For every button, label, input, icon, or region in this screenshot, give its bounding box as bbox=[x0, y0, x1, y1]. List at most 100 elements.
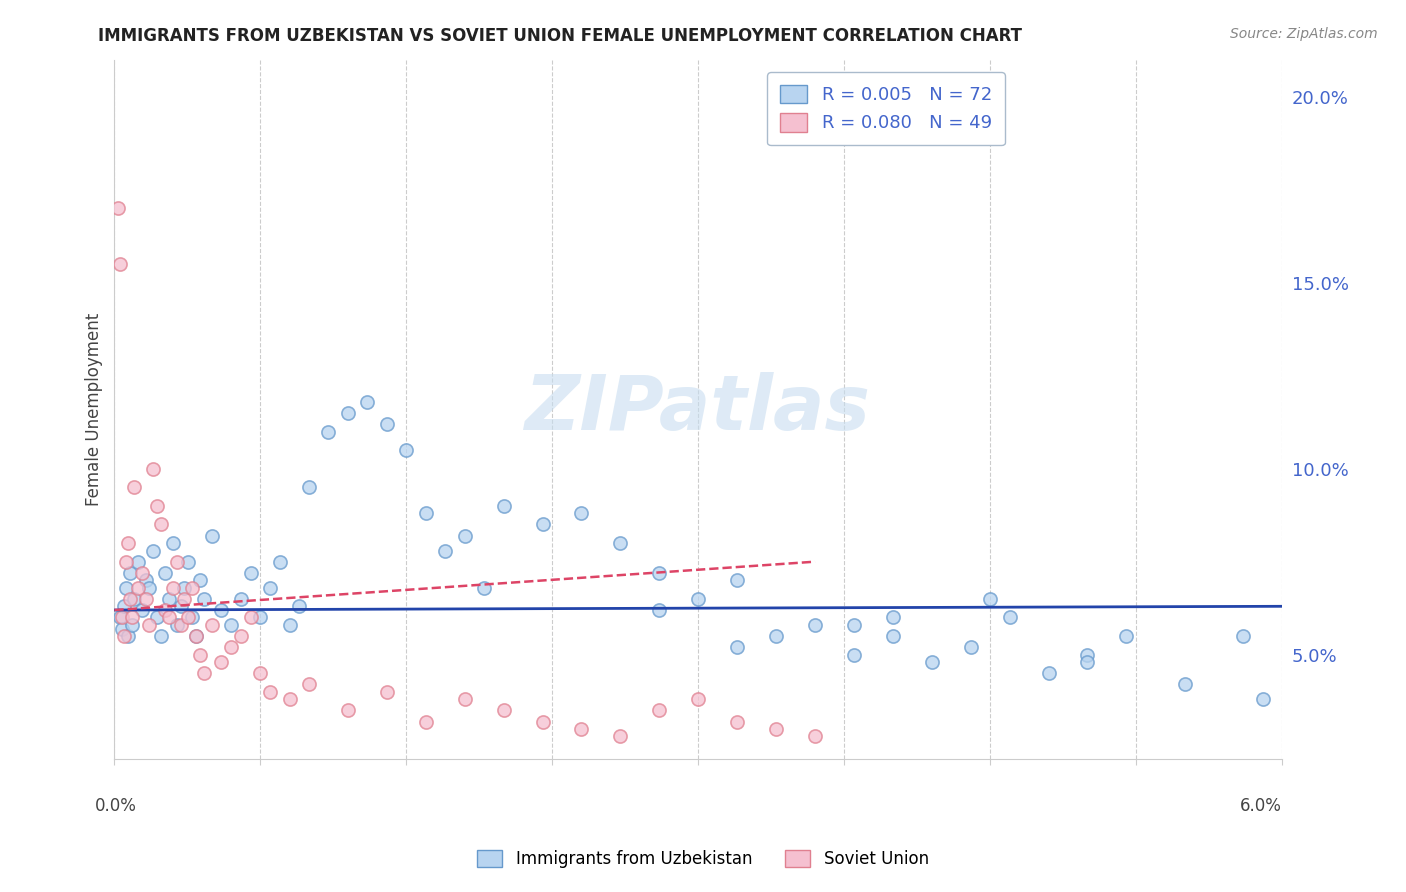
Point bbox=[259, 581, 281, 595]
Point bbox=[415, 714, 437, 729]
Point bbox=[211, 603, 233, 617]
Point bbox=[229, 591, 252, 606]
Point bbox=[115, 555, 138, 569]
Point bbox=[135, 574, 157, 588]
Point bbox=[1038, 666, 1060, 681]
Point bbox=[571, 506, 593, 520]
Point bbox=[112, 599, 135, 614]
Point bbox=[882, 610, 904, 624]
Point bbox=[138, 618, 160, 632]
Point bbox=[288, 599, 311, 614]
Point bbox=[122, 591, 145, 606]
Text: 6.0%: 6.0% bbox=[1240, 797, 1282, 815]
Point bbox=[648, 703, 671, 717]
Point bbox=[356, 394, 378, 409]
Point bbox=[765, 722, 787, 736]
Point bbox=[1232, 629, 1254, 643]
Point bbox=[434, 543, 457, 558]
Point bbox=[219, 640, 242, 655]
Y-axis label: Female Unemployment: Female Unemployment bbox=[86, 312, 103, 506]
Point bbox=[173, 591, 195, 606]
Point bbox=[201, 618, 224, 632]
Point bbox=[112, 629, 135, 643]
Point bbox=[186, 629, 208, 643]
Point bbox=[239, 610, 262, 624]
Point bbox=[146, 499, 169, 513]
Point bbox=[166, 618, 188, 632]
Point bbox=[118, 566, 141, 580]
Point bbox=[166, 555, 188, 569]
Point bbox=[211, 655, 233, 669]
Point bbox=[229, 629, 252, 643]
Point bbox=[138, 581, 160, 595]
Point bbox=[259, 685, 281, 699]
Point bbox=[648, 566, 671, 580]
Text: ZIPatlas: ZIPatlas bbox=[526, 372, 872, 446]
Point bbox=[395, 443, 418, 458]
Point bbox=[142, 461, 165, 475]
Point bbox=[375, 417, 398, 431]
Point bbox=[173, 581, 195, 595]
Point bbox=[188, 648, 211, 662]
Point bbox=[181, 610, 204, 624]
Point bbox=[219, 618, 242, 632]
Point bbox=[492, 703, 515, 717]
Point bbox=[725, 574, 748, 588]
Point bbox=[1174, 677, 1197, 691]
Point bbox=[127, 581, 149, 595]
Point bbox=[725, 640, 748, 655]
Point bbox=[298, 480, 321, 494]
Point bbox=[688, 692, 710, 706]
Point bbox=[177, 610, 200, 624]
Point bbox=[842, 618, 865, 632]
Point bbox=[150, 629, 173, 643]
Point bbox=[472, 581, 495, 595]
Point bbox=[804, 730, 827, 744]
Point bbox=[153, 566, 176, 580]
Point bbox=[1076, 648, 1098, 662]
Point bbox=[979, 591, 1001, 606]
Point bbox=[181, 581, 204, 595]
Point bbox=[804, 618, 827, 632]
Point bbox=[150, 517, 173, 532]
Point bbox=[117, 536, 139, 550]
Point bbox=[249, 610, 271, 624]
Point bbox=[201, 528, 224, 542]
Point bbox=[169, 599, 191, 614]
Point bbox=[882, 629, 904, 643]
Point bbox=[110, 610, 132, 624]
Point bbox=[115, 581, 138, 595]
Point bbox=[157, 591, 180, 606]
Point bbox=[609, 730, 631, 744]
Legend: R = 0.005   N = 72, R = 0.080   N = 49: R = 0.005 N = 72, R = 0.080 N = 49 bbox=[768, 72, 1004, 145]
Point bbox=[1251, 692, 1274, 706]
Point bbox=[193, 591, 215, 606]
Point bbox=[492, 499, 515, 513]
Point bbox=[177, 555, 200, 569]
Point bbox=[688, 591, 710, 606]
Point bbox=[1115, 629, 1137, 643]
Point bbox=[531, 714, 554, 729]
Text: Source: ZipAtlas.com: Source: ZipAtlas.com bbox=[1230, 27, 1378, 41]
Point bbox=[135, 591, 157, 606]
Point bbox=[1076, 655, 1098, 669]
Point bbox=[249, 666, 271, 681]
Point bbox=[239, 566, 262, 580]
Point bbox=[375, 685, 398, 699]
Point bbox=[609, 536, 631, 550]
Point bbox=[278, 618, 301, 632]
Text: IMMIGRANTS FROM UZBEKISTAN VS SOVIET UNION FEMALE UNEMPLOYMENT CORRELATION CHART: IMMIGRANTS FROM UZBEKISTAN VS SOVIET UNI… bbox=[98, 27, 1022, 45]
Point bbox=[454, 692, 477, 706]
Point bbox=[531, 517, 554, 532]
Point bbox=[118, 591, 141, 606]
Legend: Immigrants from Uzbekistan, Soviet Union: Immigrants from Uzbekistan, Soviet Union bbox=[471, 843, 935, 875]
Point bbox=[415, 506, 437, 520]
Point bbox=[959, 640, 981, 655]
Point bbox=[122, 480, 145, 494]
Point bbox=[278, 692, 301, 706]
Point bbox=[146, 610, 169, 624]
Point bbox=[162, 536, 184, 550]
Point bbox=[111, 610, 134, 624]
Point bbox=[186, 629, 208, 643]
Point bbox=[454, 528, 477, 542]
